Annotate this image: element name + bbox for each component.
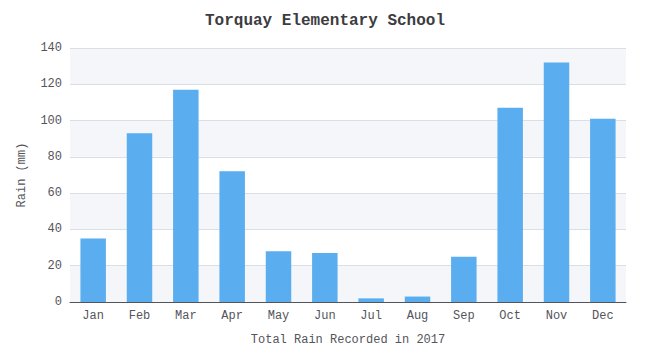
svg-text:120: 120 — [40, 77, 62, 91]
svg-text:Total Rain Recorded in 2017: Total Rain Recorded in 2017 — [251, 333, 445, 347]
svg-text:80: 80 — [48, 150, 62, 164]
svg-text:100: 100 — [40, 114, 62, 128]
svg-text:May: May — [268, 309, 290, 323]
svg-text:40: 40 — [48, 222, 62, 236]
svg-text:140: 140 — [40, 41, 62, 55]
svg-text:Sep: Sep — [453, 309, 475, 323]
svg-text:Nov: Nov — [546, 309, 568, 323]
svg-text:Jun: Jun — [314, 309, 336, 323]
svg-text:Apr: Apr — [221, 309, 243, 323]
svg-text:Torquay Elementary School: Torquay Elementary School — [205, 12, 445, 30]
svg-text:20: 20 — [48, 259, 62, 273]
svg-text:60: 60 — [48, 186, 62, 200]
svg-text:Mar: Mar — [175, 309, 197, 323]
svg-text:Feb: Feb — [129, 309, 151, 323]
svg-text:Jul: Jul — [360, 309, 382, 323]
svg-text:0: 0 — [55, 295, 62, 309]
svg-text:Rain (mm): Rain (mm) — [15, 143, 29, 208]
svg-text:Oct: Oct — [499, 309, 521, 323]
svg-text:Aug: Aug — [407, 309, 429, 323]
svg-text:Jan: Jan — [82, 309, 104, 323]
svg-text:Dec: Dec — [592, 309, 614, 323]
